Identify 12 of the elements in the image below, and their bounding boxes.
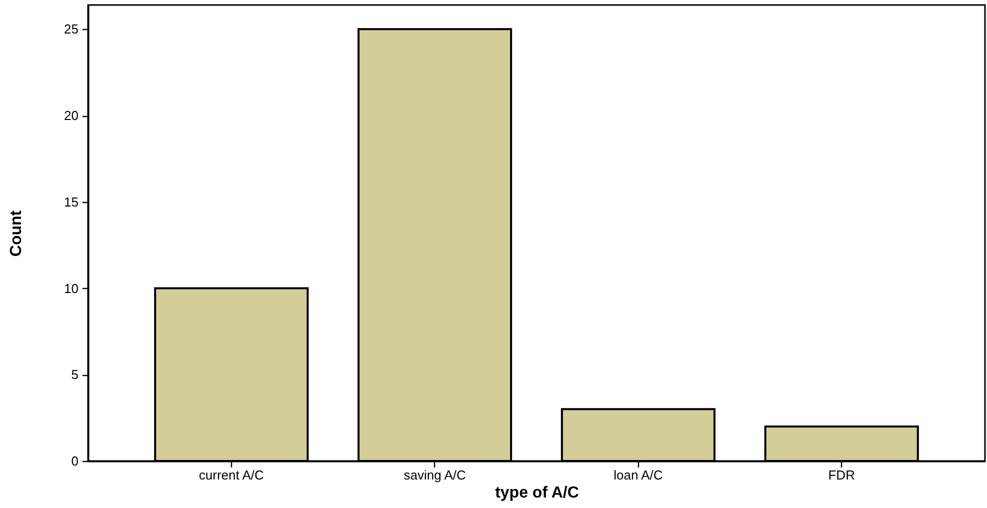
y-tick-label: 0 bbox=[71, 454, 78, 468]
x-tick-label: saving A/C bbox=[404, 468, 466, 482]
x-tick-label: current A/C bbox=[198, 468, 264, 482]
x-tick-label: loan A/C bbox=[614, 468, 663, 482]
y-axis-title: Count bbox=[8, 210, 26, 257]
y-tick-label: 10 bbox=[64, 280, 78, 296]
x-axis-title: type of A/C bbox=[495, 484, 580, 502]
y-tick-label: 25 bbox=[64, 22, 78, 37]
y-tick-label: 15 bbox=[64, 194, 78, 210]
x-tick-label: FDR bbox=[828, 468, 855, 482]
y-tick-label: 5 bbox=[71, 367, 78, 382]
y-tick-label: 20 bbox=[64, 108, 78, 124]
